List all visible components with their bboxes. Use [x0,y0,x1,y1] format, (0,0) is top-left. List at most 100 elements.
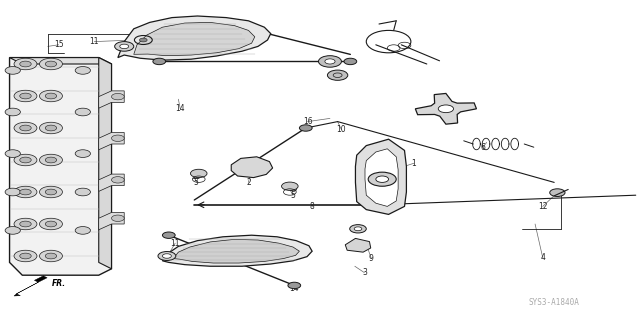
Polygon shape [355,139,406,214]
Circle shape [14,58,37,70]
Circle shape [111,93,124,100]
Circle shape [111,177,124,183]
Circle shape [45,61,57,67]
Circle shape [111,215,124,221]
Circle shape [120,44,129,49]
Polygon shape [345,238,371,252]
Circle shape [140,38,147,42]
Circle shape [39,90,62,102]
Circle shape [20,157,31,163]
Circle shape [39,154,62,166]
Circle shape [5,108,20,116]
Circle shape [550,189,565,196]
Circle shape [39,58,62,70]
Circle shape [5,150,20,157]
Polygon shape [99,132,124,150]
Text: 8: 8 [310,202,315,211]
Circle shape [39,218,62,230]
Circle shape [20,221,31,227]
Circle shape [45,125,57,131]
Circle shape [45,93,57,99]
Text: 4: 4 [540,253,545,262]
Circle shape [45,189,57,195]
Circle shape [158,252,176,260]
Circle shape [153,58,166,65]
Circle shape [20,125,31,131]
Polygon shape [99,91,124,108]
Text: 5: 5 [194,178,199,187]
Text: 3: 3 [362,268,367,277]
Text: 6: 6 [480,143,485,152]
Text: 13: 13 [288,184,298,193]
Circle shape [14,186,37,198]
Circle shape [14,90,37,102]
Circle shape [45,253,57,259]
Text: 1: 1 [412,159,417,168]
Circle shape [318,56,341,67]
Circle shape [327,70,348,80]
Circle shape [350,225,366,233]
Text: 9: 9 [369,254,374,263]
Text: 11: 11 [171,239,180,248]
Polygon shape [162,235,312,266]
Circle shape [20,61,31,67]
Circle shape [20,189,31,195]
Circle shape [368,172,396,186]
Circle shape [354,227,362,231]
Text: 2: 2 [246,178,251,187]
Circle shape [45,157,57,163]
Circle shape [75,150,90,157]
Text: 11: 11 [90,37,99,46]
Polygon shape [10,58,111,275]
Text: FR.: FR. [52,279,66,288]
Circle shape [39,186,62,198]
Polygon shape [231,157,273,178]
Circle shape [14,218,37,230]
Text: 16: 16 [303,117,313,126]
Polygon shape [14,276,47,296]
Polygon shape [415,93,476,124]
Circle shape [75,227,90,234]
Polygon shape [99,212,124,230]
Circle shape [20,93,31,99]
Circle shape [325,59,335,64]
Circle shape [190,169,207,178]
Text: 14: 14 [175,104,185,113]
Polygon shape [118,16,271,60]
Circle shape [162,254,171,258]
Circle shape [5,188,20,196]
Circle shape [14,250,37,262]
Circle shape [162,232,175,238]
Circle shape [282,182,298,190]
Circle shape [75,108,90,116]
Text: 7: 7 [222,239,227,248]
Circle shape [39,122,62,134]
Polygon shape [134,22,255,56]
Circle shape [376,176,389,182]
Polygon shape [173,239,299,263]
Circle shape [438,105,454,113]
Circle shape [39,250,62,262]
Text: 10: 10 [336,125,347,134]
Circle shape [45,221,57,227]
Circle shape [115,42,134,51]
Circle shape [5,227,20,234]
Circle shape [344,58,357,65]
Text: 13: 13 [191,172,201,181]
Text: 5: 5 [290,191,296,200]
Text: 14: 14 [289,284,299,293]
Circle shape [14,122,37,134]
Polygon shape [99,174,124,191]
Circle shape [14,154,37,166]
Circle shape [111,135,124,141]
Circle shape [5,67,20,74]
Circle shape [299,125,312,131]
Circle shape [288,282,301,289]
Circle shape [75,67,90,74]
Text: 15: 15 [54,40,64,49]
Circle shape [75,188,90,196]
Polygon shape [99,58,111,269]
Polygon shape [365,149,398,206]
Polygon shape [10,58,111,64]
Circle shape [20,253,31,259]
